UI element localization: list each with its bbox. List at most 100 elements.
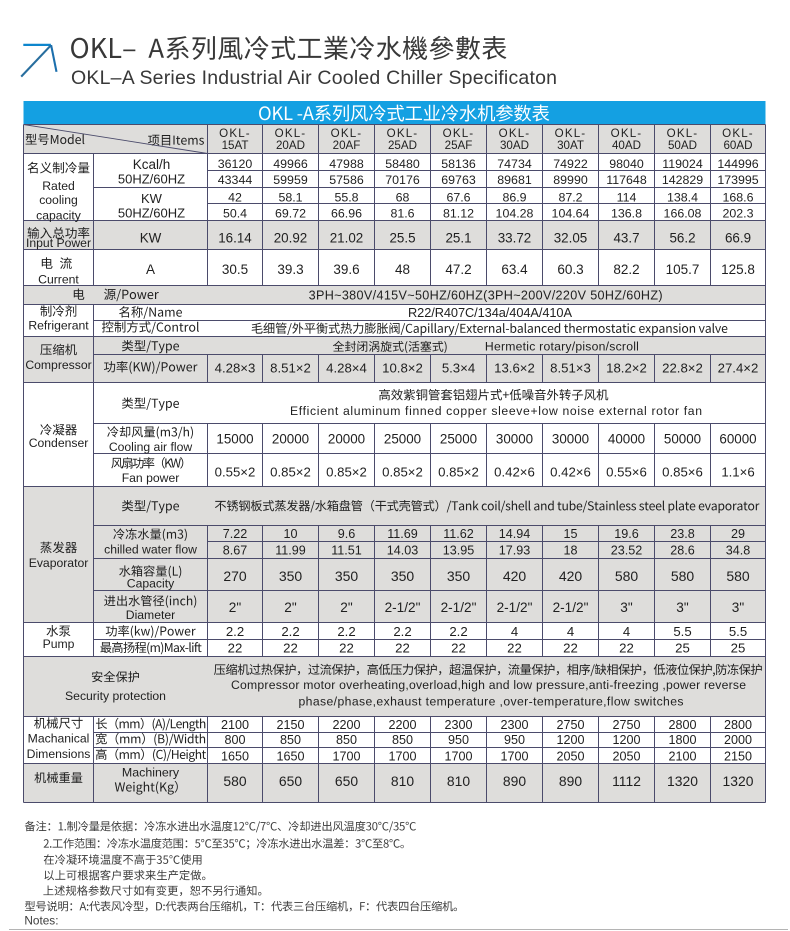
svg-text:47.2: 47.2: [445, 262, 471, 277]
svg-text:25AD: 25AD: [388, 139, 417, 152]
svg-text:13.6×2: 13.6×2: [494, 360, 535, 375]
svg-text:60000: 60000: [719, 432, 756, 447]
svg-text:42: 42: [228, 191, 242, 205]
svg-text:850: 850: [280, 733, 301, 747]
svg-text:Evaporator: Evaporator: [29, 556, 89, 570]
svg-text:2800: 2800: [668, 718, 696, 732]
svg-text:2": 2": [229, 600, 242, 615]
svg-text:142829: 142829: [662, 173, 703, 187]
svg-text:69.72: 69.72: [275, 207, 306, 221]
svg-text:350: 350: [447, 568, 471, 584]
svg-text:173995: 173995: [717, 173, 758, 187]
svg-text:800: 800: [224, 733, 245, 747]
svg-text:810: 810: [447, 773, 470, 789]
svg-text:86.9: 86.9: [502, 191, 526, 205]
svg-text:7.22: 7.22: [223, 527, 248, 541]
svg-text:chilled water flow: chilled water flow: [104, 543, 197, 557]
svg-text:1320: 1320: [667, 773, 698, 789]
svg-text:22: 22: [563, 640, 578, 655]
svg-text:32.05: 32.05: [554, 230, 588, 245]
svg-text:Compressor motor overheating,o: Compressor motor overheating,overload,hi…: [231, 678, 746, 692]
svg-text:20000: 20000: [328, 432, 365, 447]
svg-text:0.42×6: 0.42×6: [494, 465, 535, 480]
svg-text:capacity: capacity: [36, 208, 82, 222]
svg-text:2150: 2150: [724, 749, 752, 763]
svg-text:25.5: 25.5: [389, 230, 415, 245]
svg-text:11.62: 11.62: [443, 527, 474, 541]
svg-text:Hermetic rotary/pison/scroll: Hermetic rotary/pison/scroll: [485, 340, 639, 354]
svg-text:OKL-: OKL-: [387, 127, 419, 140]
svg-text:39.6: 39.6: [333, 262, 359, 277]
svg-text:50HZ/60HZ: 50HZ/60HZ: [118, 172, 185, 187]
svg-text:R22/R407C/134a/404A/410A: R22/R407C/134a/404A/410A: [408, 305, 572, 320]
svg-text:Pump: Pump: [43, 637, 75, 651]
svg-text:30AT: 30AT: [557, 139, 584, 152]
svg-text:1700: 1700: [332, 749, 360, 763]
svg-text:350: 350: [279, 568, 303, 584]
svg-text:OKL-: OKL-: [611, 127, 643, 140]
svg-text:580: 580: [726, 568, 750, 584]
svg-text:1700: 1700: [500, 749, 528, 763]
svg-text:25000: 25000: [384, 432, 421, 447]
svg-text:55.8: 55.8: [334, 191, 358, 205]
svg-text:202.3: 202.3: [722, 207, 753, 221]
svg-text:11.69: 11.69: [387, 527, 418, 541]
svg-text:9.6: 9.6: [338, 527, 356, 541]
svg-text:8.67: 8.67: [223, 544, 248, 558]
svg-text:2200: 2200: [388, 718, 416, 732]
svg-text:OKL-: OKL-: [555, 127, 587, 140]
svg-text:5.5: 5.5: [729, 624, 747, 639]
svg-text:22: 22: [283, 640, 298, 655]
svg-text:60.3: 60.3: [557, 262, 583, 277]
svg-text:2800: 2800: [724, 718, 752, 732]
svg-text:850: 850: [336, 733, 357, 747]
svg-text:4.28×4: 4.28×4: [326, 360, 367, 375]
svg-text:1700: 1700: [444, 749, 472, 763]
svg-text:39.3: 39.3: [277, 262, 303, 277]
svg-text:25000: 25000: [440, 432, 477, 447]
svg-text:82.2: 82.2: [613, 262, 639, 277]
svg-text:0.85×2: 0.85×2: [382, 465, 423, 480]
svg-text:30000: 30000: [496, 432, 533, 447]
svg-text:117648: 117648: [606, 173, 647, 187]
svg-text:22: 22: [619, 640, 634, 655]
svg-text:2100: 2100: [668, 749, 696, 763]
svg-text:104.64: 104.64: [552, 207, 590, 221]
svg-text:33.72: 33.72: [498, 230, 532, 245]
svg-text:22.8×2: 22.8×2: [662, 360, 703, 375]
svg-text:OKL-: OKL-: [219, 127, 251, 140]
svg-text:KW: KW: [141, 191, 163, 206]
svg-text:70176: 70176: [385, 173, 420, 187]
svg-text:40000: 40000: [608, 432, 645, 447]
svg-text:Capacity: Capacity: [127, 577, 175, 591]
svg-text:22: 22: [395, 640, 410, 655]
svg-text:4: 4: [623, 624, 630, 639]
svg-text:28.6: 28.6: [670, 544, 695, 558]
svg-text:2000: 2000: [724, 733, 752, 747]
svg-text:119024: 119024: [662, 157, 703, 171]
svg-text:0.55×2: 0.55×2: [215, 465, 256, 480]
svg-text:104.28: 104.28: [496, 207, 534, 221]
svg-text:OKL–A Series Industrial Air Co: OKL–A Series Industrial Air Cooled Chill…: [71, 67, 557, 89]
svg-text:14.03: 14.03: [387, 544, 419, 558]
svg-text:3": 3": [676, 600, 689, 615]
svg-text:2300: 2300: [500, 718, 528, 732]
svg-text:114: 114: [617, 191, 637, 205]
svg-text:10: 10: [283, 527, 297, 541]
svg-text:650: 650: [279, 773, 302, 789]
svg-text:18.2×2: 18.2×2: [606, 360, 647, 375]
svg-text:Machinery: Machinery: [122, 766, 180, 780]
svg-text:8.51×2: 8.51×2: [270, 360, 311, 375]
svg-text:0.55×6: 0.55×6: [606, 465, 647, 480]
svg-text:1800: 1800: [668, 733, 696, 747]
svg-text:2-1/2": 2-1/2": [385, 600, 421, 615]
svg-text:30000: 30000: [552, 432, 589, 447]
svg-text:OKL-: OKL-: [667, 127, 699, 140]
svg-text:11.99: 11.99: [275, 544, 306, 558]
svg-text:21.02: 21.02: [330, 230, 364, 245]
svg-text:2.2: 2.2: [337, 624, 355, 639]
svg-text:Current: Current: [38, 272, 79, 286]
svg-text:68: 68: [396, 191, 410, 205]
svg-text:1200: 1200: [556, 733, 584, 747]
svg-text:30AD: 30AD: [500, 139, 529, 152]
